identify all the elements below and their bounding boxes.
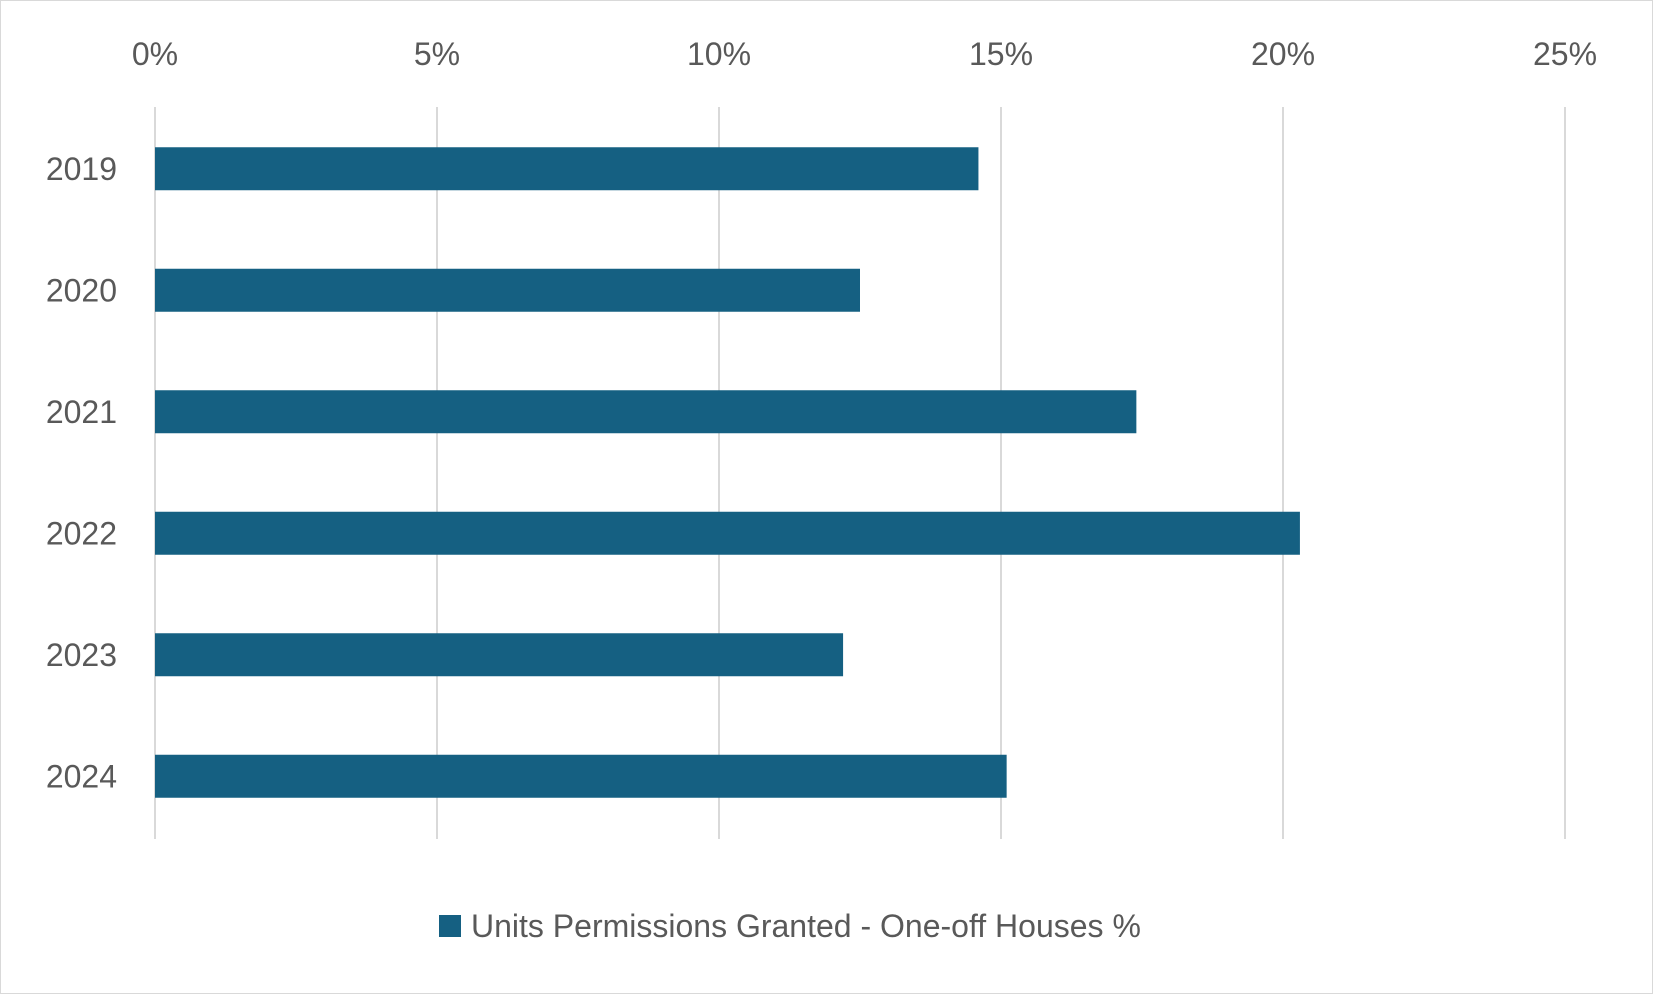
x-tick-label: 10% bbox=[687, 36, 751, 72]
gridlines bbox=[154, 107, 1566, 839]
bar-2022 bbox=[155, 511, 1300, 555]
x-tick-label: 25% bbox=[1533, 36, 1597, 72]
bar-2019 bbox=[155, 147, 979, 191]
y-category-label: 2019 bbox=[46, 151, 117, 187]
bar-2024 bbox=[155, 754, 1007, 798]
x-tick-label: 0% bbox=[132, 36, 178, 72]
bar-2020 bbox=[155, 268, 860, 312]
y-category-label: 2020 bbox=[46, 272, 117, 308]
x-tick-label: 5% bbox=[414, 36, 460, 72]
y-category-label: 2024 bbox=[46, 758, 117, 794]
y-category-label: 2021 bbox=[46, 394, 117, 430]
legend: Units Permissions Granted - One-off Hous… bbox=[439, 908, 1141, 944]
bars bbox=[155, 147, 1300, 798]
x-tick-label: 15% bbox=[969, 36, 1033, 72]
legend-label: Units Permissions Granted - One-off Hous… bbox=[471, 908, 1141, 944]
y-category-label: 2022 bbox=[46, 515, 117, 551]
legend-swatch bbox=[439, 915, 461, 937]
bar-2023 bbox=[155, 633, 844, 677]
y-axis-category-labels: 2019 2020 2021 2022 2023 2024 bbox=[46, 151, 117, 795]
y-category-label: 2023 bbox=[46, 637, 117, 673]
bar-2021 bbox=[155, 390, 1137, 434]
x-tick-label: 20% bbox=[1251, 36, 1315, 72]
x-axis-tick-labels: 0% 5% 10% 15% 20% 25% bbox=[132, 36, 1597, 72]
